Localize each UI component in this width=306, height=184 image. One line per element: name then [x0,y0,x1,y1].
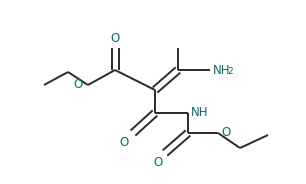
Text: O: O [110,32,120,45]
Text: O: O [120,136,129,149]
Text: 2: 2 [227,68,233,77]
Text: NH: NH [213,63,230,77]
Text: NH: NH [191,107,208,119]
Text: O: O [154,156,163,169]
Text: O: O [221,125,230,139]
Text: O: O [74,77,83,91]
